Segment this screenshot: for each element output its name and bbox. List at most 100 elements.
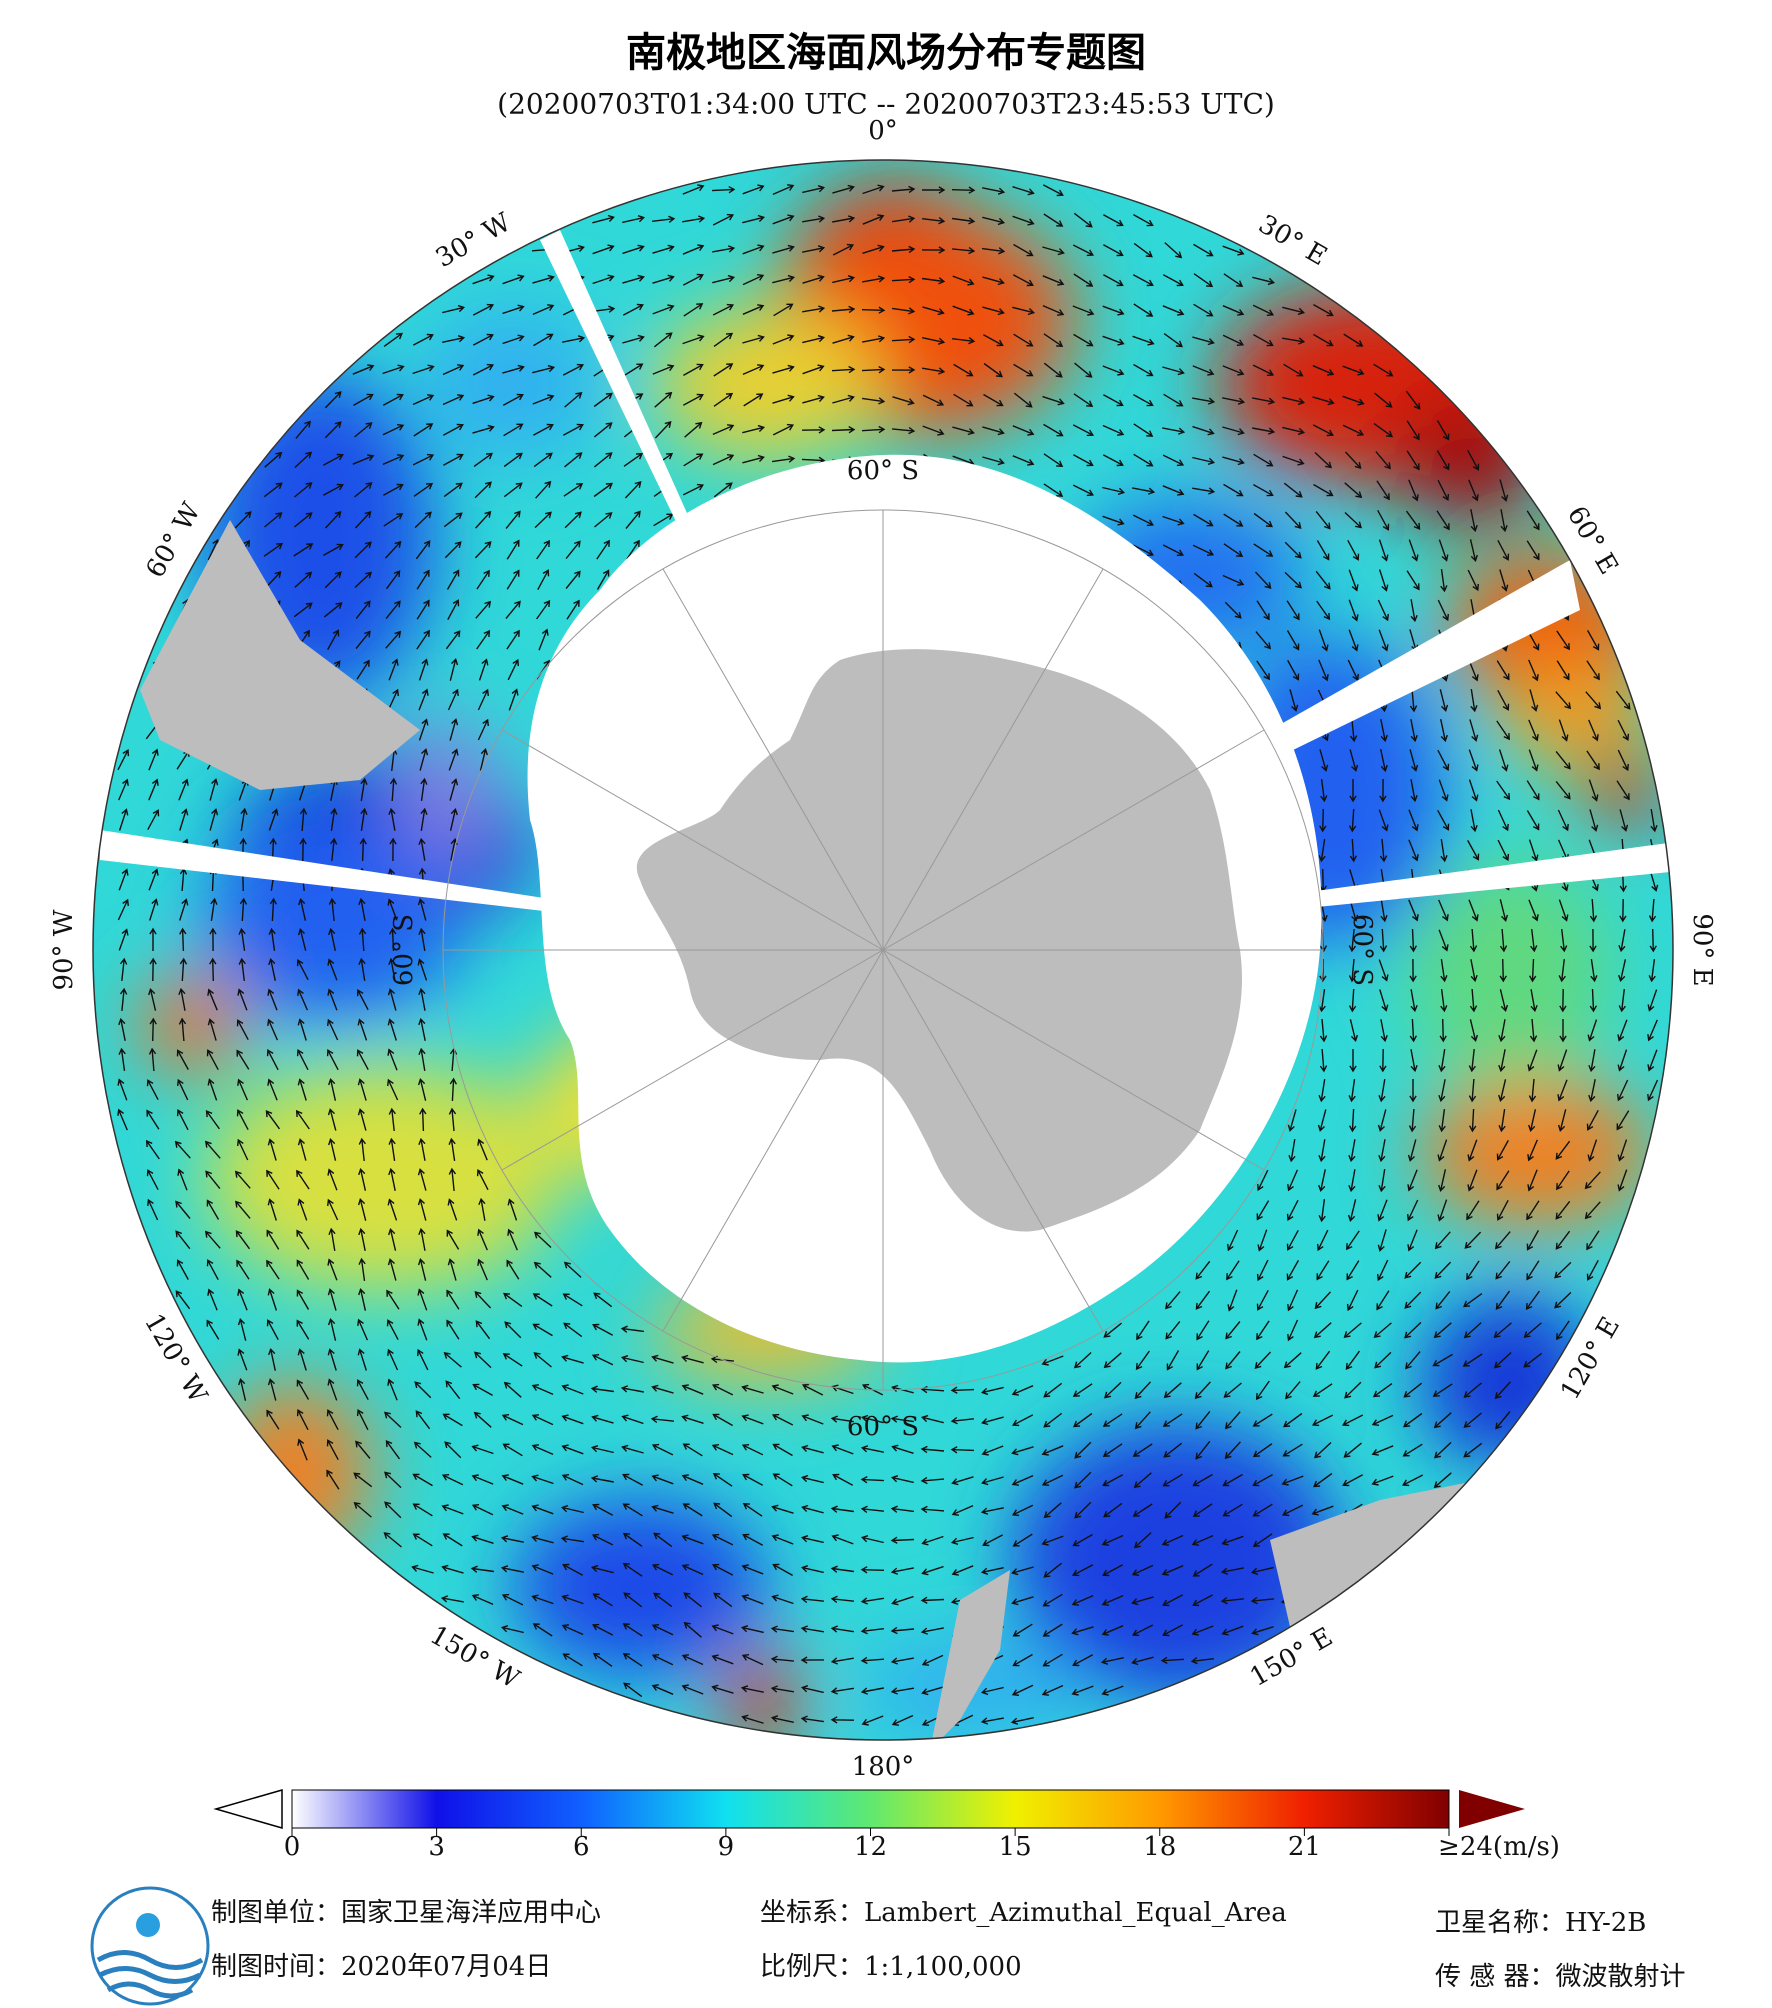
wind-arrow: [1403, 1412, 1423, 1428]
wind-arrow: [418, 718, 429, 741]
wind-arrow: [952, 275, 975, 286]
wind-arrow: [354, 571, 372, 589]
wind-arrow: [1250, 1596, 1274, 1605]
wind-arrow: [1252, 304, 1275, 316]
wind-arrow: [507, 658, 519, 681]
wind-arrow: [1133, 1472, 1152, 1489]
wind-arrow: [327, 988, 338, 1011]
wind-arrow: [1318, 838, 1326, 863]
wind-arrow: [802, 245, 826, 253]
wind-arrow: [1222, 456, 1245, 466]
wind-arrow: [1013, 363, 1034, 377]
wind-arrow: [921, 367, 946, 375]
wind-arrow: [562, 1653, 583, 1667]
wind-arrow: [418, 927, 426, 952]
wind-arrow: [1011, 1566, 1034, 1576]
wind-arrow: [176, 1108, 189, 1131]
colorbar-tick-label: 21: [1288, 1832, 1321, 1862]
wind-arrow: [1284, 571, 1302, 589]
wind-arrow: [1496, 660, 1510, 681]
wind-arrow: [560, 1535, 585, 1543]
wind-arrow: [1196, 1350, 1210, 1371]
wind-arrow: [592, 1652, 613, 1667]
wind-arrow: [802, 394, 825, 404]
wind-arrow: [1250, 1566, 1274, 1576]
wind-arrow: [860, 1597, 885, 1605]
wind-arrow: [591, 1623, 614, 1636]
wind-arrow: [1440, 989, 1448, 1013]
wind-arrow: [1220, 1567, 1244, 1575]
wind-arrow: [1257, 1229, 1268, 1252]
wind-arrow: [862, 335, 886, 343]
wind-arrow: [800, 1535, 824, 1544]
wind-arrow: [1438, 929, 1449, 952]
wind-arrow: [1012, 306, 1036, 316]
wind-arrow: [1252, 1413, 1273, 1427]
wind-arrow: [420, 807, 428, 832]
wind-arrow: [471, 1474, 494, 1485]
wind-arrow: [1012, 186, 1035, 196]
wind-arrow: [441, 1504, 464, 1515]
wind-arrow: [1348, 808, 1357, 833]
wind-arrow: [355, 600, 371, 620]
wind-arrow: [952, 217, 976, 225]
wind-arrow: [1433, 1322, 1452, 1339]
wind-arrow: [206, 1259, 219, 1281]
producer: 制图单位：国家卫星海洋应用中心: [211, 1898, 601, 1928]
wind-arrow: [1349, 779, 1357, 803]
wind-arrow: [477, 1138, 488, 1161]
wind-arrow: [1133, 363, 1154, 377]
wind-arrow: [1559, 988, 1567, 1013]
wind-arrow: [861, 365, 886, 374]
wind-arrow: [502, 364, 525, 374]
wind-arrow: [387, 1078, 399, 1101]
wind-arrow: [358, 1167, 367, 1191]
wind-arrow: [1617, 1079, 1629, 1102]
wind-arrow: [590, 1564, 614, 1574]
wind-arrow: [1100, 1657, 1124, 1665]
meridian: [662, 568, 884, 951]
new-zealand-australia: [930, 1480, 1520, 1740]
wind-arrow: [1556, 1320, 1570, 1341]
wind-arrow: [474, 1351, 492, 1369]
wind-arrow: [1617, 749, 1629, 772]
wind-arrow: [442, 364, 465, 376]
wind-arrow: [1255, 1380, 1270, 1401]
wind-arrow: [118, 868, 129, 891]
wind-arrow: [1349, 1049, 1357, 1073]
wind-arrow: [950, 1536, 974, 1545]
wind-arrow: [740, 1685, 764, 1693]
wind-arrow: [653, 513, 674, 527]
wind-arrow: [532, 304, 555, 316]
wind-arrow: [359, 837, 367, 862]
wind-arrow: [1499, 899, 1509, 923]
wind-arrow: [1584, 1201, 1601, 1220]
wind-arrow: [622, 303, 644, 316]
wind-arrow: [860, 1535, 884, 1544]
wind-arrow: [179, 927, 187, 952]
speed-blob: [140, 972, 244, 1076]
wind-arrow: [1252, 1443, 1273, 1458]
wind-arrow: [654, 391, 673, 408]
wind-arrow: [1195, 1440, 1211, 1460]
wind-arrow: [922, 186, 946, 194]
wind-arrow: [1528, 1078, 1537, 1103]
wind-arrow: [444, 541, 462, 559]
wind-arrow: [1648, 898, 1657, 923]
wind-arrow: [861, 397, 886, 405]
wind-arrow: [1221, 1535, 1244, 1546]
wind-arrow: [1102, 1474, 1124, 1487]
wind-arrow: [742, 364, 765, 376]
wind-arrow: [593, 452, 613, 468]
wind-arrow: [418, 688, 429, 711]
wind-arrow: [147, 1198, 159, 1221]
wind-arrow: [328, 1137, 337, 1161]
wind-arrow: [1555, 1200, 1571, 1220]
wind-arrow: [713, 363, 734, 377]
wind-arrow: [1133, 1532, 1152, 1549]
wind-arrow: [1348, 1108, 1357, 1133]
wind-arrow: [862, 184, 885, 195]
wind-arrow: [1377, 509, 1390, 531]
colorbar: [291, 1789, 1450, 1829]
wind-arrow: [503, 1292, 523, 1307]
